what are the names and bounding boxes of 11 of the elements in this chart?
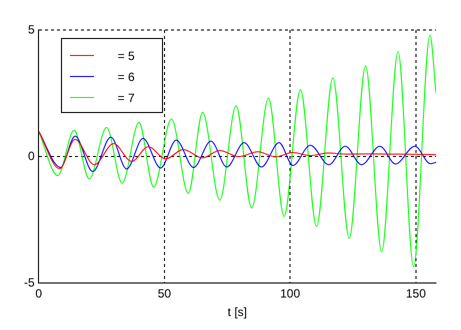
line-series (38, 34, 436, 268)
y-tick-label: 5 (28, 22, 35, 36)
legend-label: = 6 (118, 70, 135, 84)
x-tick-label: 50 (158, 286, 172, 301)
legend-label: = 5 (118, 48, 135, 62)
x-axis-title: t [s] (228, 305, 248, 320)
x-tick-label: 150 (406, 286, 426, 301)
x-tick-label: 100 (280, 286, 300, 301)
y-tick-label: 0 (28, 148, 35, 163)
y-tick-label: -5 (24, 276, 35, 290)
legend-label: = 7 (118, 90, 135, 104)
